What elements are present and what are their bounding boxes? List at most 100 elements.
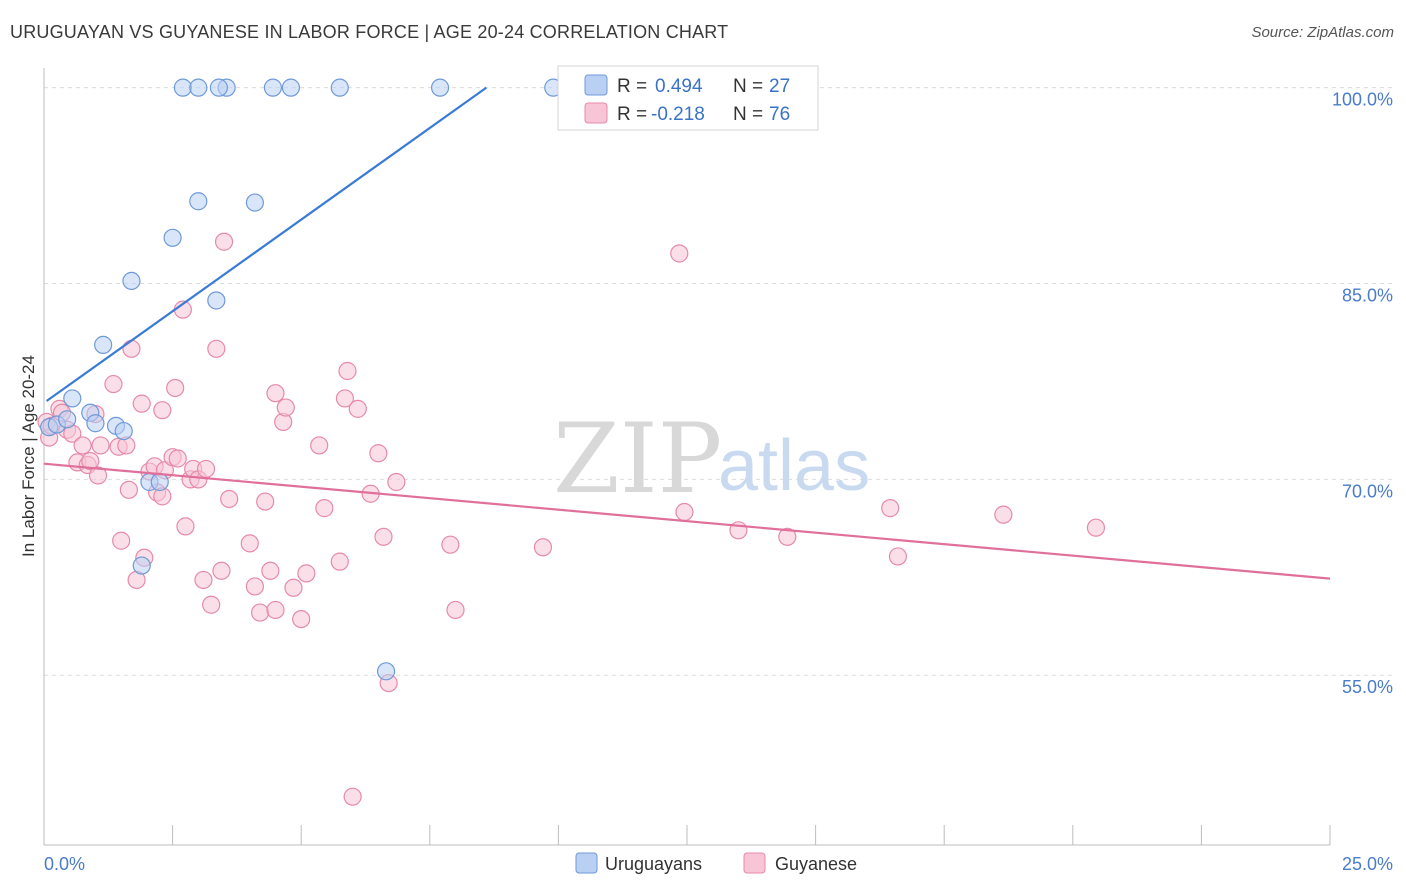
legend-r-label-1: R = bbox=[617, 76, 647, 97]
guyanese-point-37 bbox=[194, 570, 213, 590]
legend-n-label-2: N = bbox=[733, 104, 763, 125]
guyanese-point-56 bbox=[310, 436, 329, 455]
guyanese-point-76 bbox=[888, 547, 908, 566]
watermark-zip: ZIP bbox=[553, 403, 722, 515]
y-tick-label-1: 85.0% bbox=[1342, 286, 1393, 306]
guyanese-point-40 bbox=[207, 339, 226, 358]
legend-r-value-1: 0.494 bbox=[655, 76, 703, 97]
uruguayan-point-21 bbox=[281, 78, 301, 97]
guyanese-point-18 bbox=[119, 480, 138, 499]
guyanese-point-72 bbox=[675, 502, 694, 522]
guyanese-point-31 bbox=[168, 449, 187, 468]
guyanese-point-45 bbox=[245, 577, 265, 596]
uruguayan-point-14 bbox=[173, 78, 192, 97]
trend-lines bbox=[43, 86, 1331, 580]
uruguayan-point-16 bbox=[189, 78, 208, 97]
data-points bbox=[37, 78, 1106, 806]
guyanese-point-65 bbox=[374, 527, 393, 546]
uruguayan-point-13 bbox=[163, 228, 182, 247]
y-tick-label-3: 55.0% bbox=[1342, 677, 1393, 697]
chart-title: URUGUAYAN VS GUYANESE IN LABOR FORCE | A… bbox=[10, 22, 729, 42]
guyanese-trend-line bbox=[43, 462, 1331, 580]
guyanese-point-8 bbox=[73, 436, 92, 455]
guyanese-point-58 bbox=[330, 552, 349, 571]
guyanese-point-39 bbox=[202, 595, 221, 614]
guyanese-point-27 bbox=[153, 401, 172, 420]
uruguayan-point-17 bbox=[207, 291, 226, 310]
guyanese-point-68 bbox=[441, 535, 460, 554]
guyanese-point-61 bbox=[343, 787, 362, 806]
guyanese-point-54 bbox=[292, 609, 311, 629]
bottom-legend: Uruguayans Guyanese bbox=[575, 852, 857, 874]
uruguayan-point-9 bbox=[122, 271, 141, 291]
guyanese-point-13 bbox=[91, 436, 110, 455]
legend-r-label-2: R = bbox=[617, 104, 647, 125]
guyanese-point-21 bbox=[132, 394, 151, 413]
guyanese-point-41 bbox=[212, 561, 231, 580]
guyanese-point-52 bbox=[276, 398, 295, 417]
guyanese-point-48 bbox=[261, 561, 280, 580]
legend-r-value-2: -0.218 bbox=[651, 104, 705, 125]
y-tick-label-0: 100.0% bbox=[1332, 90, 1393, 110]
axes bbox=[43, 68, 1331, 846]
uruguayan-point-15 bbox=[189, 192, 208, 211]
guyanese-point-70 bbox=[533, 538, 553, 557]
uruguayan-point-26 bbox=[209, 78, 228, 97]
uruguayan-point-2 bbox=[58, 410, 77, 429]
guyanese-point-71 bbox=[670, 244, 689, 263]
guyanese-point-30 bbox=[166, 378, 185, 398]
guyanese-point-74 bbox=[778, 527, 797, 546]
uruguayan-trend-line bbox=[45, 86, 488, 402]
bottom-legend-uruguayans: Uruguayans bbox=[605, 854, 702, 874]
guyanese-point-60 bbox=[338, 361, 357, 381]
stats-legend: R = 0.494 N = 27 R = -0.218 N = 76 bbox=[557, 65, 819, 131]
guyanese-point-12 bbox=[88, 466, 108, 485]
uruguayan-point-10 bbox=[132, 556, 151, 575]
guyanese-point-42 bbox=[214, 232, 234, 251]
legend-n-value-1: 27 bbox=[769, 76, 790, 97]
uruguayan-point-6 bbox=[94, 335, 113, 354]
legend-n-label-1: N = bbox=[733, 76, 763, 97]
legend-n-value-2: 76 bbox=[769, 104, 790, 125]
uruguayan-point-20 bbox=[263, 78, 283, 97]
guyanese-point-62 bbox=[348, 399, 367, 418]
bottom-legend-guyanese: Guyanese bbox=[775, 854, 857, 874]
legend-swatch-guyanese bbox=[584, 102, 608, 124]
guyanese-point-49 bbox=[266, 600, 285, 620]
guyanese-point-53 bbox=[284, 578, 303, 597]
guyanese-point-59 bbox=[335, 389, 355, 408]
x-tick-label-max: 25.0% bbox=[1342, 854, 1393, 874]
guyanese-point-77 bbox=[994, 505, 1013, 524]
guyanese-point-50 bbox=[266, 384, 285, 403]
guyanese-point-78 bbox=[1086, 518, 1106, 537]
guyanese-point-67 bbox=[387, 472, 406, 492]
guyanese-point-44 bbox=[240, 534, 259, 553]
bottom-legend-swatch-guyanese bbox=[743, 852, 766, 874]
guyanese-point-10 bbox=[81, 451, 100, 471]
y-tick-label-2: 70.0% bbox=[1342, 481, 1393, 501]
uruguayan-point-3 bbox=[63, 389, 82, 408]
uruguayan-point-23 bbox=[376, 662, 396, 681]
x-tick-label-min: 0.0% bbox=[44, 854, 85, 874]
uruguayan-point-19 bbox=[245, 193, 265, 212]
legend-swatch-uruguayans bbox=[584, 74, 608, 96]
uruguayan-point-22 bbox=[330, 78, 349, 97]
bottom-legend-swatch-uruguayans bbox=[575, 852, 598, 874]
guyanese-point-33 bbox=[176, 517, 195, 536]
uruguayan-point-12 bbox=[150, 472, 169, 492]
guyanese-point-43 bbox=[220, 489, 239, 509]
guyanese-point-38 bbox=[196, 459, 216, 479]
uruguayan-point-24 bbox=[430, 78, 450, 97]
guyanese-point-19 bbox=[122, 339, 141, 358]
guyanese-point-69 bbox=[446, 600, 465, 620]
guyanese-point-47 bbox=[256, 492, 275, 511]
uruguayan-point-5 bbox=[86, 414, 105, 433]
guyanese-point-57 bbox=[315, 499, 334, 518]
watermark-atlas: atlas bbox=[718, 426, 870, 506]
guyanese-point-64 bbox=[369, 444, 388, 463]
guyanese-point-55 bbox=[297, 564, 316, 583]
guyanese-point-14 bbox=[104, 374, 123, 394]
chart-source: Source: ZipAtlas.com bbox=[1251, 24, 1394, 41]
y-axis-title: In Labor Force | Age 20-24 bbox=[19, 355, 38, 557]
